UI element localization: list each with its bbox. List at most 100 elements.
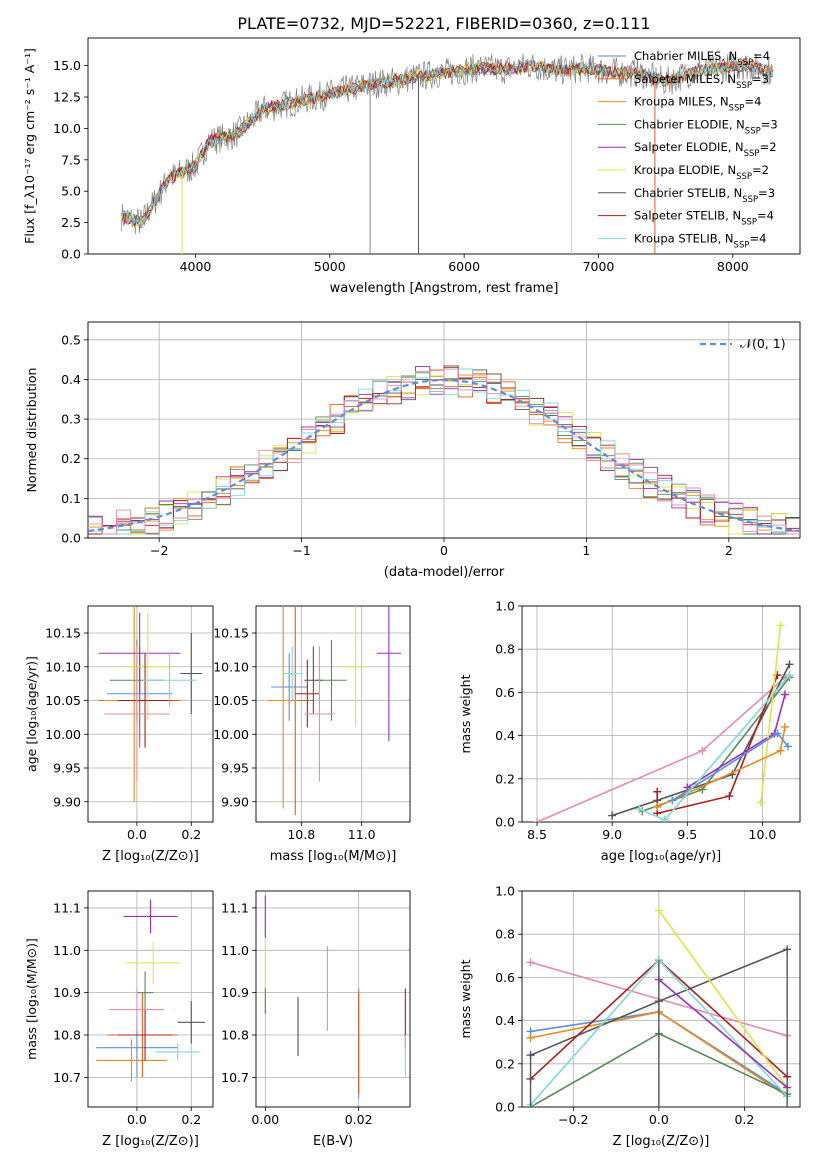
y-tick-label: 9.90 xyxy=(53,794,81,809)
y-tick-label: 1.0 xyxy=(495,884,515,899)
x-tick-label: 11.0 xyxy=(348,827,376,842)
figure-title: PLATE=0732, MJD=52221, FIBERID=0360, z=0… xyxy=(237,14,650,33)
y-tick-label: 10.0 xyxy=(53,121,81,136)
x-tick-label: 0.0 xyxy=(649,1112,669,1127)
x-tick-label: −2 xyxy=(150,543,168,558)
x-axis-label: mass [log₁₀(M/M⊙)] xyxy=(270,849,397,864)
x-axis-label: Z [log₁₀(Z/Z⊙)] xyxy=(102,1134,199,1149)
mass-weight-marker xyxy=(725,792,734,801)
y-tick-label: 11.0 xyxy=(221,943,249,958)
x-tick-label: 8.5 xyxy=(527,827,547,842)
mass-weight-marker xyxy=(526,958,535,967)
y-tick-label: 9.95 xyxy=(53,761,81,776)
x-tick-label: 0.0 xyxy=(127,827,147,842)
y-tick-label: 0.4 xyxy=(61,372,81,387)
x-tick-label: 0.2 xyxy=(181,827,201,842)
age-vs-mass-marks xyxy=(268,606,401,816)
mass-weight-marker xyxy=(653,802,662,811)
y-tick-label: 0.4 xyxy=(495,1013,515,1028)
mass-weight-marker xyxy=(635,805,644,814)
mass-weight-line xyxy=(658,909,788,1089)
y-tick-label: 0.2 xyxy=(61,451,81,466)
y-tick-label: 10.8 xyxy=(53,1028,81,1043)
x-axis-label: Z [log₁₀(Z/Z⊙)] xyxy=(613,1134,710,1149)
legend-label: Chabrier ELODIE, NSSP=3 xyxy=(634,117,778,136)
mass-vs-ebv-marks xyxy=(264,895,406,1099)
y-tick-label: 10.7 xyxy=(221,1070,249,1085)
data-spectrum-line xyxy=(121,53,774,235)
y-axis-label: mass weight xyxy=(458,674,473,753)
y-tick-label: 0.8 xyxy=(495,927,515,942)
x-tick-label: 5000 xyxy=(314,259,346,274)
model-spectrum-line xyxy=(121,59,774,228)
x-tick-label: 4000 xyxy=(180,259,212,274)
y-tick-label: 0.8 xyxy=(495,642,515,657)
mass-weight-marker xyxy=(654,906,663,915)
x-tick-label: −0.2 xyxy=(558,1112,588,1127)
axes-frame xyxy=(87,605,214,823)
y-tick-label: 7.5 xyxy=(61,152,81,167)
mass-weight-marker xyxy=(783,742,792,751)
mass-weight-vs-age-marks xyxy=(533,621,794,822)
x-tick-label: 8000 xyxy=(717,259,749,274)
mass-weight-vs-Z-marks xyxy=(526,906,792,1107)
y-axis-label: mass [log₁₀(M/M⊙)] xyxy=(24,938,39,1060)
age-vs-Z-marks xyxy=(98,606,203,802)
y-tick-label: 10.15 xyxy=(45,626,81,641)
mass-weight-line xyxy=(611,663,791,817)
y-tick-label: 0.0 xyxy=(61,531,81,546)
legend-label: Kroupa ELODIE, NSSP=2 xyxy=(634,163,769,182)
legend-subscript: SSP xyxy=(744,149,760,159)
y-tick-label: 9.90 xyxy=(221,794,249,809)
mass-weight-line xyxy=(658,978,788,1089)
mass-weight-marker xyxy=(776,746,785,755)
x-tick-label: 10.8 xyxy=(287,827,315,842)
legend-subscript: SSP xyxy=(741,218,757,228)
axes-frame xyxy=(521,605,801,823)
x-tick-label: 0.2 xyxy=(734,1112,754,1127)
axes-frame xyxy=(521,890,801,1108)
x-tick-label: 10.0 xyxy=(749,827,777,842)
mass-weight-line xyxy=(656,674,779,815)
axes-frame xyxy=(87,890,214,1108)
y-tick-label: 0.0 xyxy=(495,1100,515,1115)
x-tick-label: 2 xyxy=(725,543,733,558)
x-tick-label: 0.02 xyxy=(345,1112,373,1127)
legend-nssp: =3 xyxy=(758,186,775,200)
y-tick-label: 10.15 xyxy=(213,626,249,641)
y-tick-label: 15.0 xyxy=(53,58,81,73)
legend-subscript: SSP xyxy=(736,172,752,182)
y-axis-label: Flux [f_λ10⁻¹⁷ erg cm⁻² s⁻¹ A⁻¹] xyxy=(22,48,37,244)
residual-histogram xyxy=(88,373,800,535)
legend-nssp: =4 xyxy=(757,209,774,223)
legend-label: 𝒩(0, 1) xyxy=(740,336,786,351)
mass-weight-marker xyxy=(698,746,707,755)
y-tick-label: 0.2 xyxy=(495,1056,515,1071)
y-tick-label: 0.4 xyxy=(495,728,515,743)
legend-nssp: =4 xyxy=(749,231,766,245)
mass-weight-line xyxy=(686,694,786,789)
x-tick-label: 0.00 xyxy=(251,1112,279,1127)
y-axis-label: Normed distribution xyxy=(24,368,39,493)
mass-weight-marker xyxy=(780,690,789,699)
y-tick-label: 10.00 xyxy=(45,727,81,742)
x-tick-label: 1 xyxy=(582,543,590,558)
legend-nssp: =3 xyxy=(752,72,769,86)
mass-weight-marker xyxy=(756,798,765,807)
y-tick-label: 10.10 xyxy=(45,659,81,674)
x-tick-label: 0 xyxy=(440,543,448,558)
y-tick-label: 2.5 xyxy=(61,215,81,230)
y-tick-label: 11.1 xyxy=(53,900,81,915)
y-tick-label: 12.5 xyxy=(53,90,81,105)
axes-frame xyxy=(255,890,411,1108)
y-tick-label: 10.9 xyxy=(221,985,249,1000)
legend-label: Kroupa STELIB, NSSP=4 xyxy=(634,231,766,250)
x-axis-label: E(B-V) xyxy=(313,1134,353,1149)
mass-weight-marker xyxy=(776,621,785,630)
axes-frame xyxy=(87,321,801,539)
x-axis-label: wavelength [Angstrom, rest frame] xyxy=(330,281,559,296)
y-tick-label: 0.3 xyxy=(61,412,81,427)
x-tick-label: 0.2 xyxy=(181,1112,201,1127)
x-tick-label: −1 xyxy=(292,543,310,558)
